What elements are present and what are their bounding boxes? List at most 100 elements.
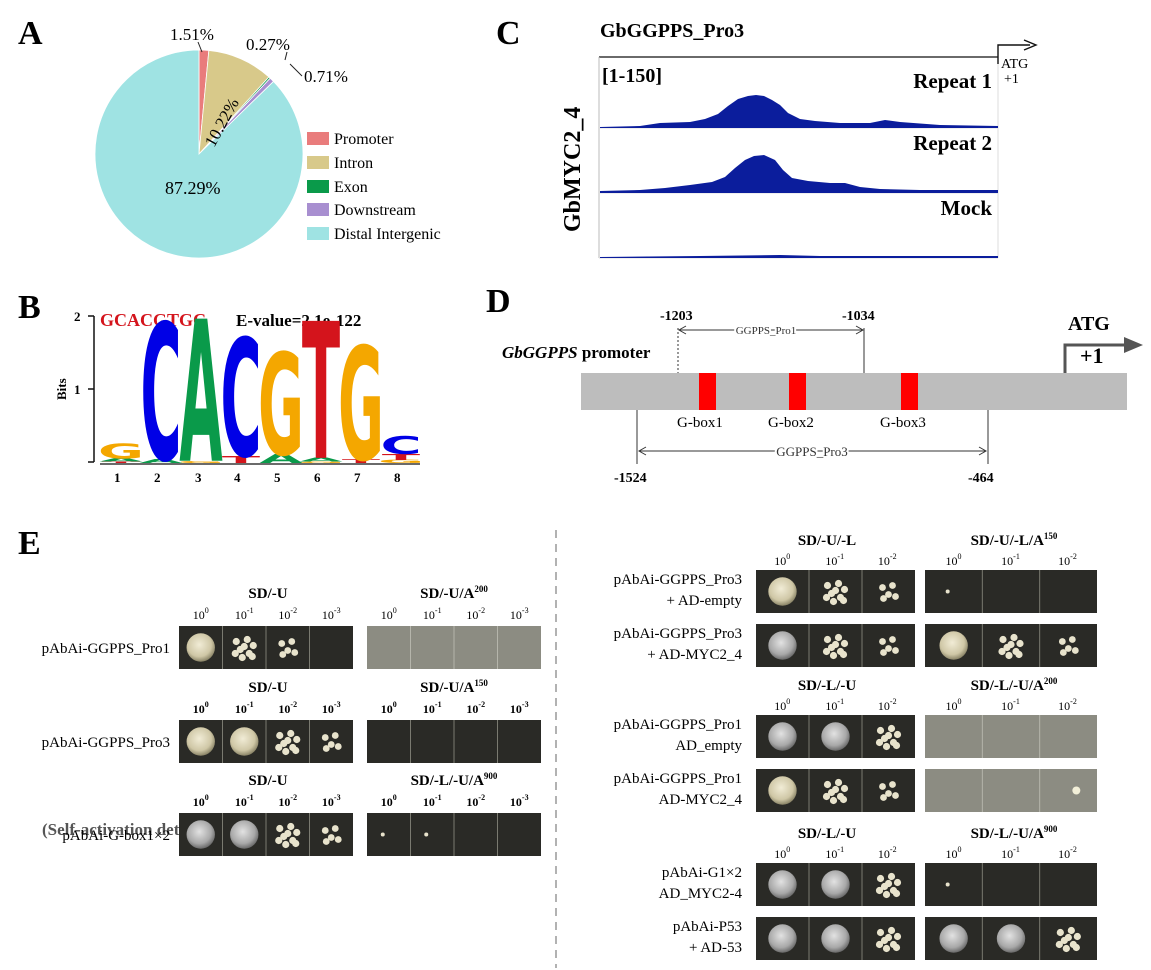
dilution-label-left-0-b-1: 10-1 <box>423 606 442 622</box>
legend-swatch-exon <box>307 180 329 193</box>
gbox-3-mark <box>901 373 918 410</box>
media-label-left-0-a: SD/-U <box>248 586 287 602</box>
panel-label-c: C <box>496 15 521 52</box>
promoter-plus-one: +1 <box>1080 343 1104 368</box>
dilution-label-left-1-a-1: 10-1 <box>235 700 254 716</box>
dilution-label-right-1-b-0: 100 <box>946 697 962 713</box>
dilution-label-right-0-a-1: 10-1 <box>825 552 844 568</box>
pie-chart <box>94 49 304 259</box>
bait-label-right-1-0-1: AD_empty <box>675 738 742 754</box>
plate-right-2-0-b <box>925 863 1097 906</box>
dilution-label-left-2-a-2: 10-2 <box>278 793 297 809</box>
logo-letter-6-1: G <box>298 461 344 463</box>
bait-label-right-2-1-1: + AD-53 <box>689 940 742 956</box>
plate-right-1-1-b <box>925 769 1097 812</box>
logo-letter-5-2: G <box>258 326 304 489</box>
bait-label-right-2-0-1: AD_MYC2-4 <box>659 886 743 902</box>
logo-letter-7-2: G <box>338 314 384 496</box>
bait-label-left-1-0: pAbAi-GGPPS_Pro3 <box>42 735 170 751</box>
dilution-label-left-1-b-2: 10-2 <box>466 700 485 716</box>
logo-pos-6: 6 <box>314 470 321 485</box>
promoter-name: GbGGPPS promoter <box>502 343 651 362</box>
logo-letter-6-3: T <box>302 283 340 503</box>
bait-label-right-0-0-1: + AD-empty <box>666 593 742 609</box>
pie-slice-distal <box>94 49 304 259</box>
dilution-label-left-1-b-0: 100 <box>381 700 397 716</box>
legend-swatch-distal <box>307 227 329 240</box>
tss-arrow <box>1063 343 1130 373</box>
bait-label-right-1-0-0: pAbAi-GGPPS_Pro1 <box>614 717 742 733</box>
logo-pos-2: 2 <box>154 470 161 485</box>
dilution-label-right-0-b-0: 100 <box>946 552 962 568</box>
logo-letter-2-1: A <box>139 458 183 464</box>
bait-label-right-0-0-0: pAbAi-GGPPS_Pro3 <box>614 572 742 588</box>
dilution-label-right-2-a-2: 10-2 <box>878 845 897 861</box>
logo-pos-8: 8 <box>394 470 401 485</box>
gbox-2-mark <box>789 373 806 410</box>
dilution-label-left-1-a-2: 10-2 <box>278 700 297 716</box>
promoter-suffix: promoter <box>578 343 651 362</box>
pie-label-distal: 87.29% <box>165 178 221 198</box>
bait-label-right-1-1-0: pAbAi-GGPPS_Pro1 <box>614 771 742 787</box>
media-label-right-0-b: SD/-U/-L/A150 <box>971 531 1058 549</box>
legend-swatch-promoter <box>307 132 329 145</box>
pos-464: -464 <box>968 471 994 486</box>
pos-1034: -1034 <box>842 309 875 324</box>
dilution-label-right-2-a-0: 100 <box>774 845 790 861</box>
fragment-pro1-label: GGPPS_Pro1 <box>736 325 797 337</box>
dilution-label-left-0-b-0: 100 <box>381 606 397 622</box>
dilution-label-right-0-b-2: 10-2 <box>1058 552 1077 568</box>
media-label-right-1-b: SD/-L/-U/A200 <box>971 676 1058 694</box>
legend-swatch-intron <box>307 156 329 169</box>
dilution-label-left-2-b-3: 10-3 <box>510 793 529 809</box>
track-signal-repeat-1 <box>600 95 998 128</box>
dilution-label-left-1-a-0: 100 <box>193 700 209 716</box>
logo-letter-1-2: A <box>99 458 143 463</box>
dilution-label-left-2-b-0: 100 <box>381 793 397 809</box>
dilution-label-left-0-a-3: 10-3 <box>322 606 341 622</box>
dilution-label-right-0-a-0: 100 <box>774 552 790 568</box>
logo-letter-3-1: G <box>178 460 224 463</box>
dilution-label-left-2-a-3: 10-3 <box>322 793 341 809</box>
track-signal-mock <box>600 255 998 258</box>
dilution-label-left-1-b-1: 10-1 <box>423 700 442 716</box>
pie-label-downstream: 0.71% <box>304 67 348 86</box>
pos-1203: -1203 <box>660 309 693 324</box>
bait-label-left-0-0: pAbAi-GGPPS_Pro1 <box>42 641 170 657</box>
legend-downstream: Downstream <box>334 202 416 219</box>
promoter-atg: ATG <box>1068 313 1110 335</box>
logo-letter-1-3: G <box>98 440 144 463</box>
dilution-label-right-0-a-2: 10-2 <box>878 552 897 568</box>
dilution-label-left-2-a-0: 100 <box>193 793 209 809</box>
logo-letter-4-1: T <box>222 454 261 465</box>
logo-y-axis: 2 1 Bits <box>54 309 95 463</box>
dilution-label-left-1-b-3: 10-3 <box>510 700 529 716</box>
logo-letter-6-2: A <box>299 457 343 463</box>
motif-consensus: GCACGTGC <box>100 310 206 330</box>
track-range: [1-150] <box>602 65 662 87</box>
gbox-1-mark <box>699 373 716 410</box>
media-label-left-2-b: SD/-L/-U/A900 <box>411 771 498 789</box>
logo-pos-7: 7 <box>354 470 361 485</box>
logo-letter-8-1: G <box>378 459 424 464</box>
bait-label-right-2-0-0: pAbAi-G1×2 <box>662 865 742 881</box>
dilution-label-left-1-a-3: 10-3 <box>322 700 341 716</box>
media-label-left-1-a: SD/-U <box>248 680 287 696</box>
logo-letter-3-2: A <box>179 280 222 507</box>
logo-letter-5-1: A <box>259 452 303 466</box>
logo-tick-1: 1 <box>74 382 81 397</box>
panel-label-b: B <box>18 289 41 326</box>
dilution-label-left-2-b-2: 10-2 <box>466 793 485 809</box>
track-atg: ATG <box>1001 57 1028 72</box>
gbox-3-label: G-box3 <box>880 415 926 431</box>
logo-tick-2: 2 <box>74 309 81 324</box>
media-label-right-0-a: SD/-U/-L <box>798 533 856 549</box>
track-row-label-3: Mock <box>941 196 993 220</box>
logo-letter-2-2: C <box>140 285 181 505</box>
logo-pos-4: 4 <box>234 470 241 485</box>
pos-1524: -1524 <box>614 471 647 486</box>
dilution-label-left-0-a-2: 10-2 <box>278 606 297 622</box>
